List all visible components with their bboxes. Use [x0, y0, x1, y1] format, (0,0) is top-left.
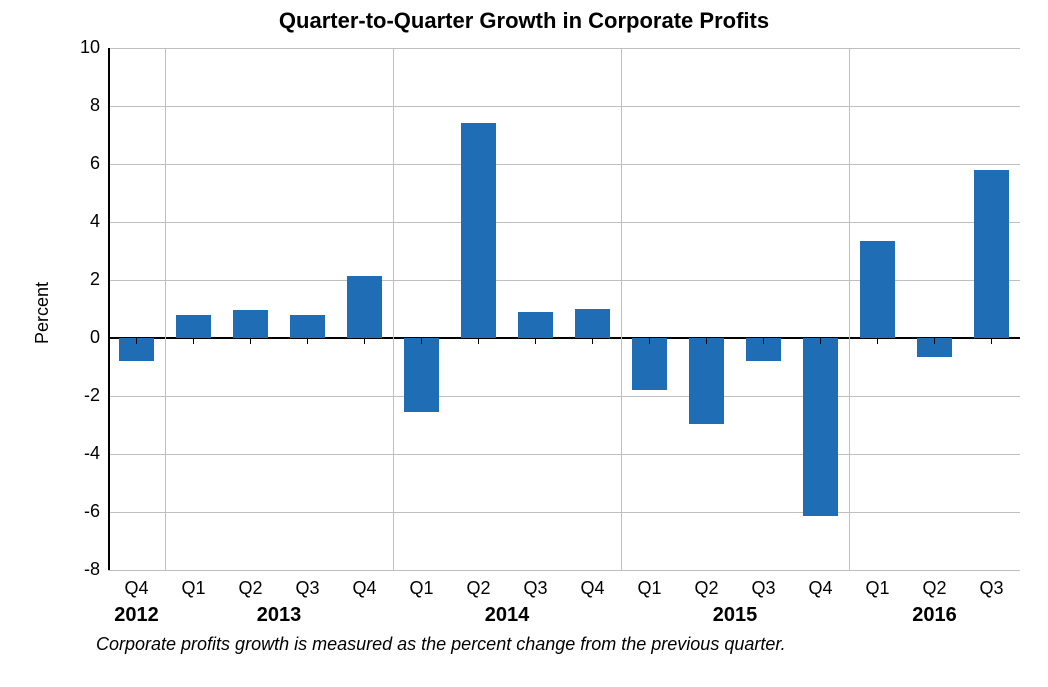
x-tick-label: Q2: [906, 578, 963, 599]
bar: [689, 338, 724, 424]
x-tick-label: Q4: [336, 578, 393, 599]
y-tick-label: 0: [50, 327, 100, 348]
x-tick-mark: [934, 338, 935, 344]
x-tick-mark: [877, 338, 878, 344]
chart-footnote: Corporate profits growth is measured as …: [96, 634, 1032, 655]
x-tick-mark: [307, 338, 308, 344]
x-tick-mark: [706, 338, 707, 344]
plot-area: [108, 48, 1020, 570]
chart-container: Quarter-to-Quarter Growth in Corporate P…: [0, 0, 1048, 687]
y-tick-label: -8: [50, 559, 100, 580]
gridline-horizontal: [108, 222, 1020, 223]
bar: [233, 310, 268, 338]
gridline-horizontal: [108, 164, 1020, 165]
x-tick-mark: [649, 338, 650, 344]
gridline-horizontal: [108, 48, 1020, 49]
bar: [974, 170, 1009, 338]
y-tick-label: 10: [50, 37, 100, 58]
bar: [347, 276, 382, 338]
x-tick-label: Q3: [735, 578, 792, 599]
year-label: 2014: [393, 604, 621, 627]
x-tick-label: Q2: [222, 578, 279, 599]
gridline-vertical: [165, 48, 166, 570]
x-tick-label: Q2: [678, 578, 735, 599]
y-tick-label: 6: [50, 153, 100, 174]
y-tick-label: -2: [50, 385, 100, 406]
gridline-horizontal: [108, 396, 1020, 397]
x-tick-label: Q4: [108, 578, 165, 599]
x-tick-label: Q4: [564, 578, 621, 599]
x-tick-mark: [991, 338, 992, 344]
x-tick-label: Q3: [279, 578, 336, 599]
x-tick-label: Q2: [450, 578, 507, 599]
bar: [404, 338, 439, 412]
bar: [518, 312, 553, 338]
bar: [632, 338, 667, 390]
x-tick-mark: [364, 338, 365, 344]
x-tick-mark: [193, 338, 194, 344]
x-tick-mark: [763, 338, 764, 344]
x-tick-mark: [421, 338, 422, 344]
x-tick-label: Q4: [792, 578, 849, 599]
year-label: 2016: [849, 604, 1020, 627]
gridline-vertical: [393, 48, 394, 570]
x-tick-mark: [136, 338, 137, 344]
gridline-horizontal: [108, 454, 1020, 455]
gridline-vertical: [849, 48, 850, 570]
x-tick-mark: [478, 338, 479, 344]
y-axis-line: [108, 48, 110, 570]
x-tick-label: Q1: [621, 578, 678, 599]
x-tick-label: Q3: [507, 578, 564, 599]
y-tick-label: -4: [50, 443, 100, 464]
x-tick-label: Q1: [849, 578, 906, 599]
gridline-horizontal: [108, 570, 1020, 571]
year-label: 2013: [165, 604, 393, 627]
x-tick-label: Q1: [165, 578, 222, 599]
y-tick-label: -6: [50, 501, 100, 522]
bar: [176, 315, 211, 338]
y-tick-label: 2: [50, 269, 100, 290]
y-tick-label: 8: [50, 95, 100, 116]
gridline-vertical: [621, 48, 622, 570]
x-tick-mark: [592, 338, 593, 344]
year-label: 2015: [621, 604, 849, 627]
x-tick-label: Q3: [963, 578, 1020, 599]
x-tick-mark: [250, 338, 251, 344]
bar: [860, 241, 895, 338]
x-tick-mark: [535, 338, 536, 344]
bar: [575, 309, 610, 338]
year-label: 2012: [108, 604, 165, 627]
bar: [803, 338, 838, 516]
gridline-horizontal: [108, 106, 1020, 107]
x-tick-mark: [820, 338, 821, 344]
y-tick-label: 4: [50, 211, 100, 232]
x-tick-label: Q1: [393, 578, 450, 599]
bar: [461, 123, 496, 338]
gridline-horizontal: [108, 512, 1020, 513]
chart-title: Quarter-to-Quarter Growth in Corporate P…: [0, 8, 1048, 34]
bar: [290, 315, 325, 338]
